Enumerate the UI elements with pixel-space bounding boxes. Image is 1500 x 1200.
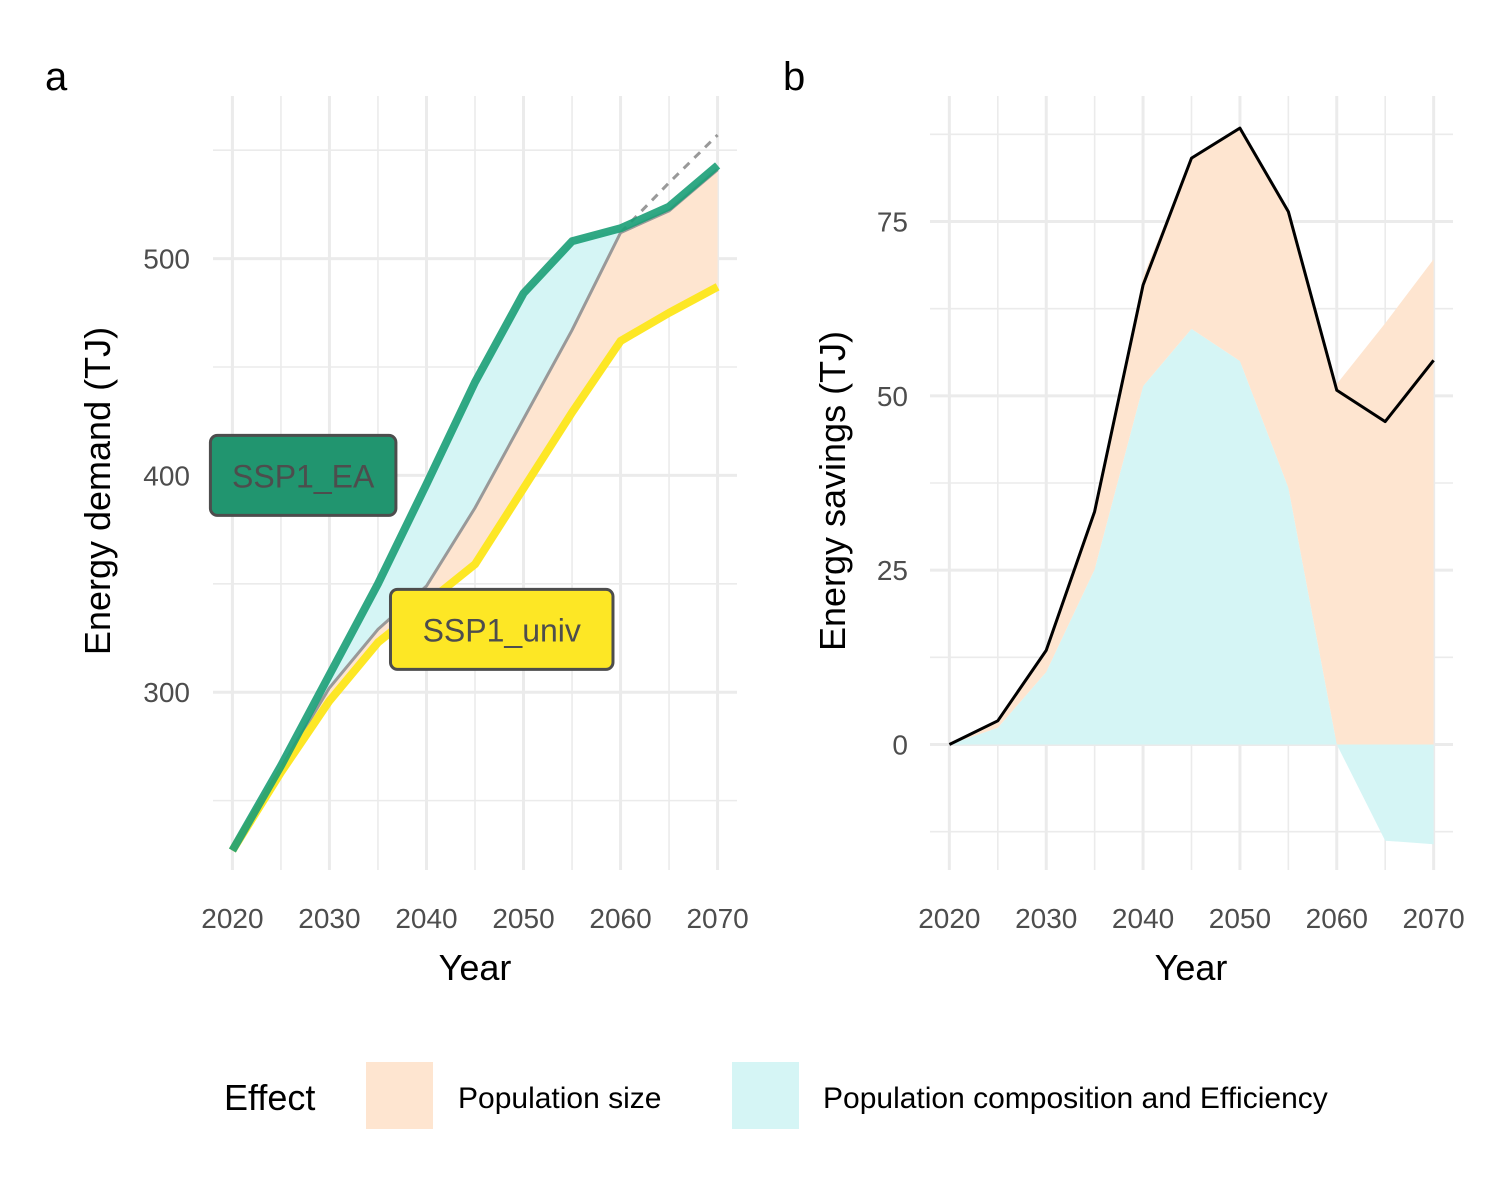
panel-b-y-tick-label: 50 [877, 381, 908, 412]
panel-a-x-tick-label: 2070 [686, 903, 748, 934]
panel-a-x-tick-label: 2020 [201, 903, 263, 934]
panel-b-y-axis-title: Energy savings (TJ) [812, 331, 853, 651]
panel-a-x-ticks: 2020 2030 2040 2050 2060 2070 [201, 903, 748, 934]
panel-a-x-axis-title: Year [439, 947, 512, 988]
panel-b-x-tick-label: 2040 [1112, 903, 1174, 934]
panel-b-tag: b [783, 55, 805, 99]
label-box-ssp1-univ-text: SSP1_univ [423, 612, 581, 648]
panel-a-x-tick-label: 2060 [589, 903, 651, 934]
panel-a-x-tick-label: 2030 [298, 903, 360, 934]
legend-label-population-size: Population size [458, 1082, 661, 1115]
panel-b-y-tick-label: 0 [892, 729, 908, 760]
panel-b-y-ticks: 0 25 50 75 [877, 207, 908, 761]
legend-label-population-composition: Population composition and Efficiency [823, 1082, 1328, 1115]
panel-a-y-ticks: 300 400 500 [143, 244, 190, 709]
area-composition-efficiency [949, 328, 1434, 845]
label-box-ssp1-univ [388, 587, 615, 671]
label-box-ssp1-ea [208, 433, 398, 517]
label-box-ssp1-ea-text: SSP1_EA [232, 458, 375, 494]
legend: Effect Population size Population compos… [224, 1062, 1328, 1129]
panel-b-x-axis-title: Year [1155, 947, 1228, 988]
panel-b-lines [948, 126, 1435, 746]
panel-a-y-axis-title: Energy demand (TJ) [77, 327, 118, 655]
series-line-ssp1-univ [229, 283, 720, 853]
legend-swatch-population-size [366, 1062, 433, 1129]
area-population-size [949, 128, 1434, 745]
panel-b-areas [949, 128, 1434, 845]
panel-b-x-tick-label: 2060 [1306, 903, 1368, 934]
panel-b-y-tick-label: 75 [877, 207, 908, 238]
panel-a-labels: SSP1_EA SSP1_univ [208, 433, 615, 671]
panel-a-tag: a [45, 55, 68, 99]
panel-b-x-ticks: 2020 2030 2040 2050 2060 2070 [918, 903, 1465, 934]
panel-b-x-tick-label: 2050 [1209, 903, 1271, 934]
panel-b-x-tick-label: 2030 [1015, 903, 1077, 934]
series-line-total-savings [948, 126, 1435, 746]
panel-b-x-tick-label: 2070 [1402, 903, 1464, 934]
panel-a-x-tick-label: 2040 [395, 903, 457, 934]
panel-b-x-tick-label: 2020 [918, 903, 980, 934]
legend-swatch-population-composition [732, 1062, 799, 1129]
panel-a-y-tick-label: 500 [143, 244, 190, 275]
panel-a-lines [228, 133, 721, 853]
panel-a-x-tick-label: 2050 [492, 903, 554, 934]
panel-a-y-tick-label: 400 [143, 460, 190, 491]
panel-a-y-tick-label: 300 [143, 677, 190, 708]
legend-title: Effect [224, 1077, 315, 1118]
panel-b-y-tick-label: 25 [877, 555, 908, 586]
series-line-ssp1-ea [228, 162, 721, 853]
